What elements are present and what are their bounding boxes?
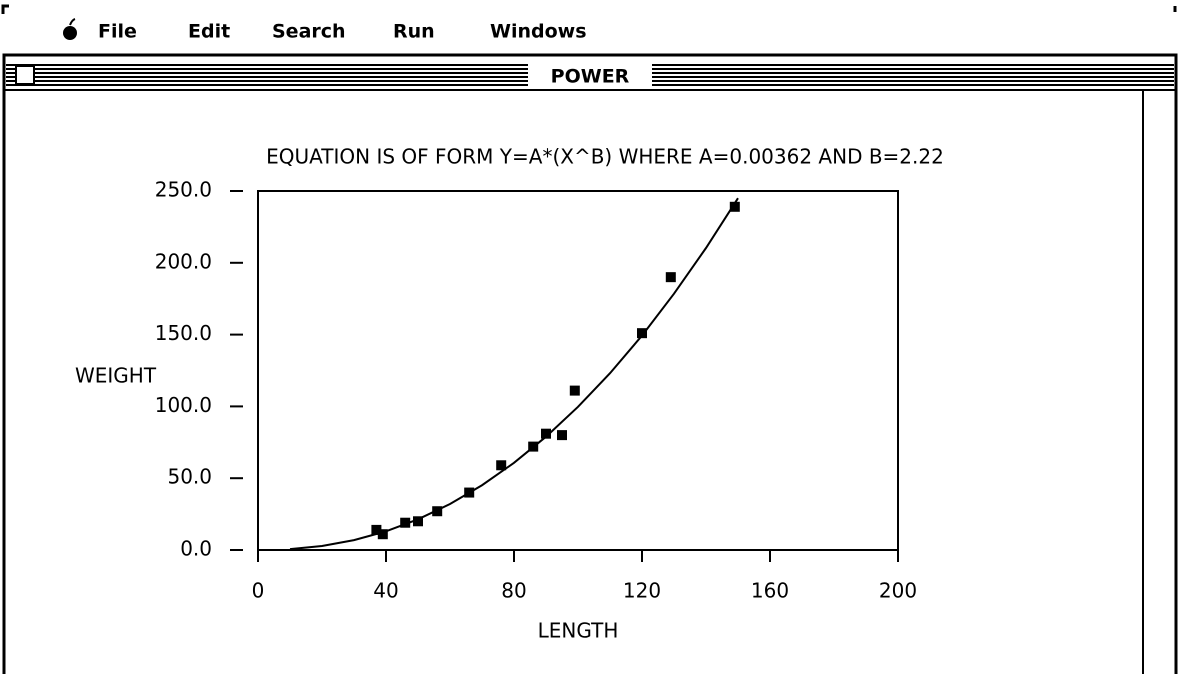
menu-item[interactable]: Windows <box>490 21 587 43</box>
y-tick-label: 50.0 <box>167 465 212 489</box>
x-tick-label: 80 <box>501 579 526 603</box>
menu-item[interactable]: File <box>98 21 137 43</box>
menu-item[interactable]: Run <box>393 21 435 43</box>
y-tick-label: 250.0 <box>155 178 212 202</box>
point <box>557 430 567 441</box>
window: POWER <box>2 53 1178 674</box>
window-frame <box>2 53 1178 674</box>
y-tick-label: 0.0 <box>180 537 212 561</box>
point <box>371 524 382 535</box>
point <box>729 201 740 212</box>
menu-item[interactable]: Edit <box>188 21 230 43</box>
corner <box>1 4 9 14</box>
window-title: POWER <box>551 66 630 88</box>
point <box>541 428 551 439</box>
chart-title: EQUATION IS OF FORM Y=A*(X^B) WHERE A=0.… <box>266 145 944 169</box>
x-tick-label: 160 <box>751 579 789 603</box>
y-tick-label: 150.0 <box>155 321 212 345</box>
point <box>400 517 411 528</box>
point <box>637 328 647 339</box>
point <box>569 385 580 396</box>
menu-bar: File Edit Search Run Windows <box>1 4 1177 43</box>
apple-menu[interactable] <box>63 18 77 40</box>
chart: EQUATION IS OF FORM Y=A*(X^B) WHERE A=0.… <box>75 145 944 643</box>
x-tick-label: 0 <box>252 579 265 603</box>
x-tick-label: 40 <box>373 579 398 603</box>
x-tick-label: 200 <box>879 579 917 603</box>
point <box>377 529 388 540</box>
menu-item[interactable]: Search <box>272 21 346 43</box>
point <box>665 272 676 283</box>
y-tick-label: 100.0 <box>155 393 212 417</box>
point <box>496 460 507 471</box>
title-gap <box>528 64 652 88</box>
plot-frame <box>257 190 899 551</box>
point <box>413 516 423 527</box>
close-box[interactable] <box>15 65 35 85</box>
fit-curve <box>289 197 739 551</box>
y-axis-label: WEIGHT <box>75 364 157 388</box>
x-tick-label: 120 <box>623 579 661 603</box>
x-axis-label: LENGTH <box>538 619 619 643</box>
y-tick-label: 200.0 <box>155 249 212 273</box>
